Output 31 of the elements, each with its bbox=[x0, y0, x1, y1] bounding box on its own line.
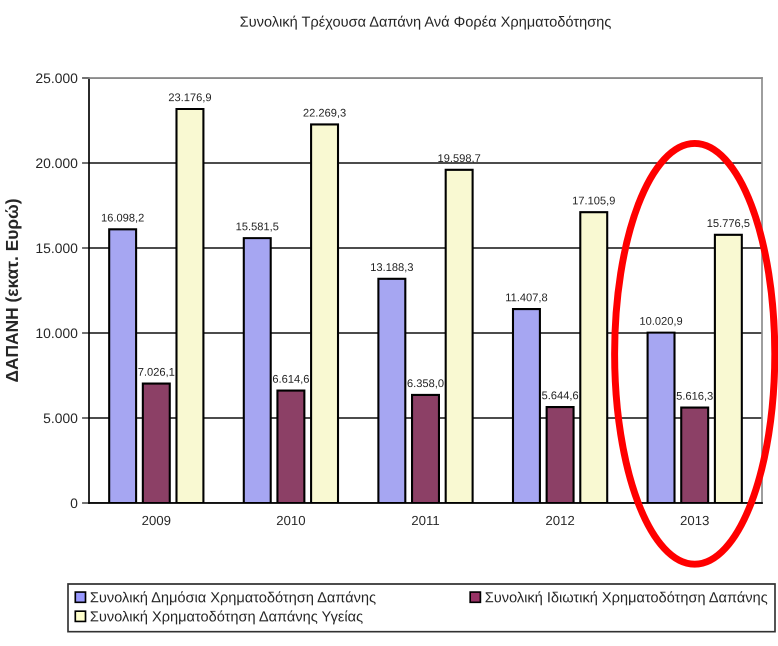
data-label: 5.644,6 bbox=[542, 391, 578, 401]
data-label: 13.188,3 bbox=[371, 263, 413, 272]
legend-label: Συνολική Ιδιωτική Χρηματοδότηση Δαπάνης bbox=[486, 591, 768, 606]
data-label: 15.776,5 bbox=[708, 219, 750, 228]
legend-label: Συνολική Χρηματοδότηση Δαπάνης Υγείας bbox=[90, 610, 363, 624]
y-tick-label: 5.000 bbox=[44, 413, 78, 424]
data-label: 11.407,8 bbox=[506, 293, 548, 303]
data-label: 5.616,3 bbox=[676, 392, 713, 402]
data-label: 23.176,9 bbox=[168, 93, 212, 103]
y-axis-title: ΔΑΠΑΝΗ (εκατ. Ευρώ) bbox=[5, 199, 22, 382]
data-label: 6.358,0 bbox=[408, 379, 444, 388]
x-tick-label: 2012 bbox=[546, 516, 574, 526]
data-label: 16.098,2 bbox=[102, 214, 144, 223]
data-label: 10.020,9 bbox=[640, 317, 682, 326]
y-tick-label: 0 bbox=[70, 498, 78, 508]
data-label: 6.614,6 bbox=[272, 374, 309, 384]
data-label: 17.105,9 bbox=[572, 196, 615, 206]
y-tick-label: 10.000 bbox=[36, 328, 78, 338]
legend-label: Συνολική Δημόσια Χρηματοδότηση Δαπάνης bbox=[90, 591, 376, 606]
data-label: 22.269,3 bbox=[303, 108, 346, 118]
y-tick-label: 15.000 bbox=[36, 243, 78, 254]
y-tick-label: 25.000 bbox=[36, 73, 78, 84]
data-label: 15.581,5 bbox=[236, 222, 278, 232]
data-label: 7.026,1 bbox=[138, 368, 174, 378]
x-tick-label: 2011 bbox=[412, 516, 440, 526]
chart-title: Συνολική Τρέχουσα Δαπάνη Ανά Φορέα Χρηματοδότησης bbox=[240, 16, 611, 30]
y-tick-label: 20.000 bbox=[36, 158, 78, 168]
x-tick-label: 2010 bbox=[276, 516, 306, 526]
x-tick-label: 2013 bbox=[680, 516, 709, 526]
x-tick-label: 2009 bbox=[142, 516, 170, 526]
data-label: 19.598,7 bbox=[438, 154, 480, 164]
